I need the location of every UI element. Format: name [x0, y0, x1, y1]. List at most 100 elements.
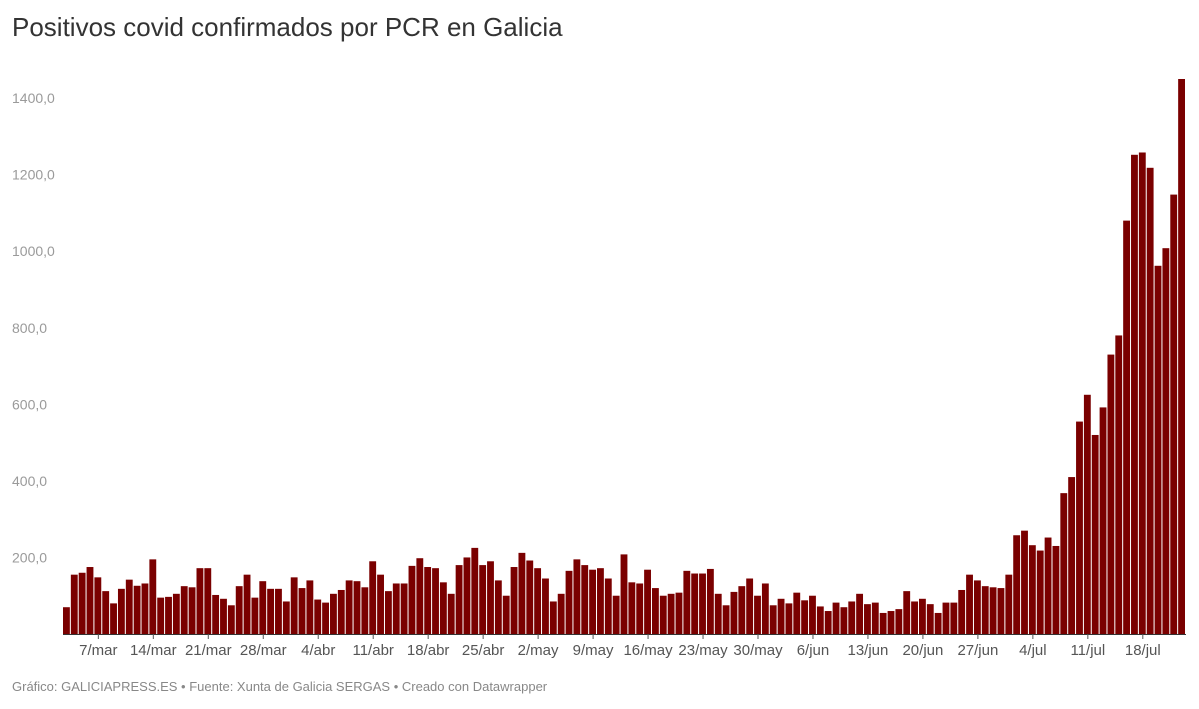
bar	[424, 567, 432, 634]
bar	[267, 588, 275, 634]
bar	[290, 577, 298, 634]
y-tick-label: 1200,0	[12, 167, 55, 183]
bar	[384, 591, 392, 634]
x-tick-label: 18/jul	[1125, 642, 1161, 659]
bar	[903, 591, 911, 634]
bar	[416, 558, 424, 634]
x-tick-label: 27/jun	[957, 642, 998, 659]
bar	[856, 593, 864, 634]
bar	[730, 591, 738, 634]
bar	[1170, 194, 1178, 634]
bar	[942, 602, 950, 634]
bar	[981, 586, 989, 634]
bar	[824, 611, 832, 634]
bar	[1005, 574, 1013, 634]
bar	[1036, 550, 1044, 634]
x-tick-label: 7/mar	[79, 642, 117, 659]
bar	[628, 582, 636, 634]
bar	[1060, 493, 1068, 634]
bar	[361, 587, 369, 634]
bar	[220, 598, 227, 634]
bar	[400, 583, 408, 634]
bar	[1044, 537, 1052, 634]
y-tick-label: 600,0	[12, 396, 47, 412]
bar	[463, 557, 471, 634]
x-tick-label: 30/may	[733, 642, 783, 659]
bar	[502, 595, 510, 634]
bar	[785, 603, 793, 634]
bar	[1013, 535, 1021, 634]
bar	[1076, 421, 1083, 634]
bar	[1154, 265, 1162, 634]
bar	[699, 573, 706, 634]
bar	[282, 601, 290, 634]
bar	[259, 581, 267, 634]
bar	[110, 603, 117, 634]
bar	[769, 605, 777, 634]
bar	[251, 597, 259, 634]
bar	[63, 607, 70, 634]
bar	[534, 568, 542, 634]
bar	[212, 594, 220, 634]
x-tick-label: 25/abr	[462, 642, 505, 659]
bar	[1162, 248, 1170, 634]
x-tick-label: 28/mar	[240, 642, 287, 659]
bar	[408, 565, 416, 634]
bar	[746, 578, 754, 634]
x-tick-label: 14/mar	[130, 642, 177, 659]
x-tick-label: 11/abr	[352, 642, 393, 659]
bar	[196, 568, 204, 634]
bar	[832, 602, 840, 634]
bar	[683, 570, 691, 634]
bar	[840, 607, 848, 634]
bar	[141, 583, 149, 634]
x-tick-label: 6/jun	[797, 642, 830, 659]
bar	[1091, 434, 1099, 634]
bar	[306, 580, 314, 634]
bar	[133, 585, 141, 634]
bar	[651, 588, 659, 634]
y-tick-label: 400,0	[12, 473, 47, 489]
x-tick-label: 4/jul	[1019, 642, 1047, 659]
bar	[353, 581, 361, 634]
bar	[738, 586, 746, 634]
bar	[526, 560, 534, 634]
bar	[298, 588, 306, 634]
bar	[714, 593, 722, 634]
bar	[848, 601, 856, 634]
bar	[793, 592, 801, 634]
bar	[887, 611, 895, 634]
x-tick-label: 13/jun	[848, 642, 889, 659]
bar	[816, 606, 824, 634]
x-tick-label: 9/may	[573, 642, 614, 659]
bar	[675, 592, 683, 634]
bar	[1138, 152, 1146, 635]
bar	[659, 595, 667, 634]
bar	[86, 567, 94, 634]
bar	[761, 583, 769, 634]
bar	[542, 578, 549, 634]
bar	[275, 588, 282, 634]
y-tick-label: 200,0	[12, 549, 47, 565]
bar	[565, 570, 573, 634]
bar	[330, 593, 337, 634]
bar	[392, 583, 400, 634]
bar	[950, 602, 958, 634]
bar	[667, 593, 675, 634]
bar	[958, 589, 966, 634]
bar	[345, 580, 353, 634]
bar	[573, 559, 581, 634]
bar	[369, 561, 377, 634]
bar	[455, 565, 463, 634]
y-tick-label: 1400,0	[12, 90, 55, 106]
bar	[243, 574, 251, 634]
bar	[102, 591, 110, 634]
bar	[1178, 79, 1185, 634]
bar	[471, 547, 479, 634]
bar	[149, 559, 157, 634]
bar	[172, 593, 180, 634]
bar	[918, 598, 926, 634]
bar	[879, 612, 887, 634]
bar	[1123, 220, 1131, 634]
